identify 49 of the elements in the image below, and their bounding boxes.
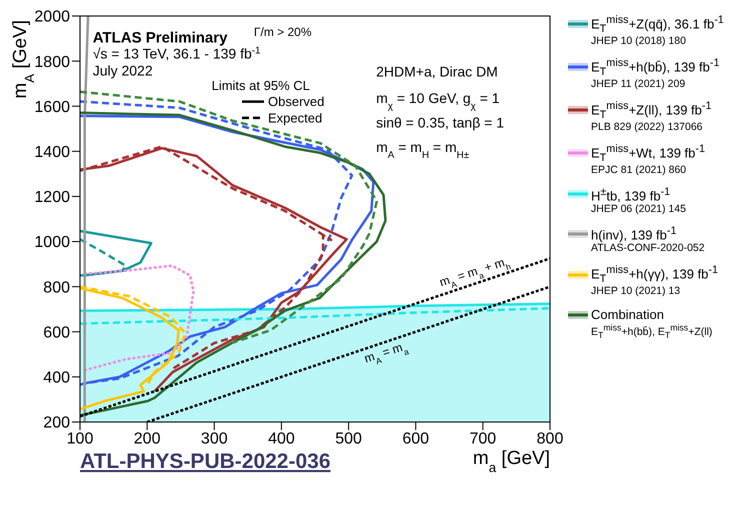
y-tick-label: 2000 (34, 8, 70, 26)
annotation: sinθ = 0.35, tanβ = 1 (376, 114, 504, 130)
legend-label: E$_{T}$$^{miss}$+Wt, 139 fb$^{-1}$ (591, 142, 706, 164)
x-tick-label: 300 (200, 430, 228, 448)
y-tick-label: 200 (43, 414, 70, 432)
annotation: m$_{χ}$ = 10 GeV, g$_{χ}$ = 1 (376, 90, 500, 112)
y-tick-label: 1800 (34, 54, 70, 71)
y-tick-label: 1600 (34, 98, 70, 116)
x-tick-label: 600 (402, 430, 430, 448)
annotation: Observed (268, 94, 324, 110)
legend-label: E$_{T}$$^{miss}$+h(γγ), 139 fb$^{-1}$ (591, 264, 718, 286)
annotation: 2HDM+a, Dirac DM (376, 64, 498, 80)
y-tick-label: 600 (43, 324, 70, 342)
legend-label: E$_{T}$$^{miss}$+h(bb̄), 139 fb$^{-1}$ (591, 56, 720, 78)
legend-label: E$_{T}$$^{miss}$+Z(qq̄), 36.1 fb$^{-1}$ (591, 14, 724, 35)
text: JHEP 10 (2021) 13 (591, 285, 680, 298)
legend-label: E$_{T}$$^{miss}$+Z(ll), 139 fb$^{-1}$ (591, 100, 712, 121)
text: JHEP 10 (2018) 180 (591, 34, 686, 47)
x-tick-label: 700 (470, 430, 496, 448)
legend-label: H$^{±}$tb, 139 fb$^{-1}$ (591, 186, 670, 204)
text: JHEP 06 (2021) 145 (591, 203, 686, 216)
y-tick-label: 1400 (34, 144, 70, 162)
annotation: ATLAS Preliminary (92, 29, 228, 46)
text: PLB 829 (2022) 137066 (591, 120, 703, 133)
annotation: m$_{A}$ = m$_{H}$ = m$_{H±}$ (376, 138, 470, 160)
annotation: Expected (268, 110, 322, 126)
x-tick-label: 200 (134, 430, 161, 448)
text: JHEP 11 (2021) 209 (591, 78, 686, 90)
legend-label: Combination (591, 307, 664, 322)
x-axis-title: m$_{a}$ [GeV] (472, 448, 550, 474)
line-series (80, 307, 550, 325)
text: EPJC 81 (2021) 860 (591, 164, 686, 176)
y-tick-label: 1000 (34, 234, 70, 252)
y-tick-label: 400 (43, 370, 70, 387)
y-tick-label: 800 (43, 279, 70, 296)
x-tick-label: 500 (335, 430, 362, 448)
y-tick-label: 1200 (34, 189, 70, 206)
annotation: Limits at 95% CL (212, 78, 310, 93)
annotation: Γ/m > 20% (254, 25, 312, 40)
text: ATLAS-CONF-2020-052 (591, 242, 705, 254)
text: E$_{T}$$^{miss}$+h(bb̄), E$_{T}$$^{miss}$+Z(ll) (591, 322, 712, 340)
annotation: √s = 13 TeV, 36.1 - 139 fb$^{-1}$ (92, 44, 261, 62)
x-tick-label: 800 (536, 430, 564, 448)
x-tick-label: 100 (66, 430, 94, 448)
line-series (80, 90, 378, 344)
x-tick-label: 400 (268, 430, 295, 448)
annotation: July 2022 (92, 62, 153, 78)
legend-label: h(inv), 139 fb$^{-1}$ (591, 225, 677, 242)
text: ATL-PHYS-PUB-2022-036 (80, 450, 331, 473)
